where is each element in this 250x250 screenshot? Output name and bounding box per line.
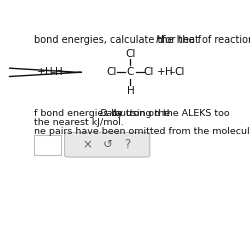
Text: bond energies, calculate the heat of reaction Δ: bond energies, calculate the heat of rea… (34, 36, 250, 46)
Text: the nearest kJ/mol.: the nearest kJ/mol. (34, 118, 124, 127)
Text: ?: ? (124, 138, 130, 151)
Text: ×: × (82, 138, 92, 151)
Text: Cl: Cl (107, 67, 117, 77)
Text: –: – (50, 67, 56, 77)
Text: Cl: Cl (144, 67, 154, 77)
Text: H: H (155, 36, 162, 46)
Text: C: C (127, 67, 134, 77)
Text: f bond energies by using the: f bond energies by using the (34, 108, 173, 118)
Text: Cl: Cl (125, 49, 136, 59)
Text: H: H (164, 67, 172, 77)
Text: ne pairs have been omitted from the molecular structures.: ne pairs have been omitted from the mole… (34, 127, 250, 136)
Text: Cl: Cl (174, 67, 185, 77)
Text: ↺: ↺ (102, 138, 112, 151)
FancyBboxPatch shape (64, 132, 150, 157)
Text: for the f: for the f (159, 36, 201, 46)
Text: H: H (55, 67, 63, 77)
Text: +: + (157, 67, 166, 77)
Text: H: H (45, 67, 53, 77)
Text: button on the ALEKS too: button on the ALEKS too (111, 108, 230, 118)
Text: H: H (126, 86, 134, 96)
Text: –: – (170, 67, 175, 77)
Text: +: + (38, 67, 46, 77)
Text: Data: Data (100, 108, 122, 118)
FancyBboxPatch shape (34, 135, 62, 155)
